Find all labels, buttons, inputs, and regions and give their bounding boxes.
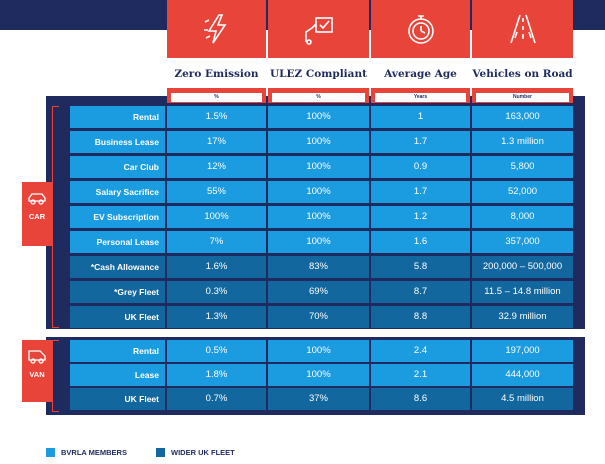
road-icon [472, 12, 573, 48]
vehicles-value: 32.9 million [472, 306, 573, 328]
legend-item-bvrla: BVRLA MEMBERS [46, 448, 127, 457]
zero-emission-value: 17% [167, 131, 266, 153]
van-bracket [52, 340, 59, 412]
zero-emission-value: 0.3% [167, 281, 266, 303]
stopwatch-icon [371, 12, 470, 48]
ulez-value: 37% [268, 388, 369, 410]
zero-emission-value: 1.5% [167, 106, 266, 128]
average-age-value: 1.7 [371, 181, 470, 203]
average-age-value: 1 [371, 106, 470, 128]
column-header-vehicles: Vehicles on Road Number [472, 0, 573, 103]
row-label: UK Fleet [70, 306, 165, 328]
category-label: VAN [29, 370, 45, 379]
average-age-value: 8.8 [371, 306, 470, 328]
average-age-value: 2.1 [371, 364, 470, 386]
zero-emission-value: 55% [167, 181, 266, 203]
row-label: Personal Lease [70, 231, 165, 253]
zero-emission-value: 1.6% [167, 256, 266, 278]
vehicles-value: 4.5 million [472, 388, 573, 410]
section-divider [46, 329, 585, 337]
row-label: EV Subscription [70, 206, 165, 228]
zero-emission-value: 7% [167, 231, 266, 253]
column-unit: Years [375, 93, 466, 102]
ulez-value: 83% [268, 256, 369, 278]
legend-swatch [46, 448, 55, 457]
legend-label: WIDER UK FLEET [171, 448, 235, 457]
vehicles-value: 163,000 [472, 106, 573, 128]
ulez-value: 100% [268, 156, 369, 178]
column-title: Vehicles on Road [472, 68, 573, 80]
car-bracket [52, 106, 59, 328]
average-age-value: 1.7 [371, 131, 470, 153]
column-title: Average Age [384, 68, 457, 80]
vehicles-value: 200,000 – 500,000 [472, 256, 573, 278]
column-unit: % [171, 93, 262, 102]
column-unit: % [272, 93, 365, 102]
row-label: Rental [70, 340, 165, 362]
zero-emission-value: 12% [167, 156, 266, 178]
vehicles-value: 444,000 [472, 364, 573, 386]
average-age-value: 0.9 [371, 156, 470, 178]
zero-emission-value: 1.8% [167, 364, 266, 386]
zero-emission-value: 1.3% [167, 306, 266, 328]
ulez-value: 69% [268, 281, 369, 303]
lightning-icon [167, 12, 266, 48]
row-label: Car Club [70, 156, 165, 178]
vehicles-value: 11.5 – 14.8 million [472, 281, 573, 303]
average-age-value: 8.7 [371, 281, 470, 303]
row-label: *Cash Allowance [70, 256, 165, 278]
ulez-value: 100% [268, 106, 369, 128]
zero-emission-value: 0.7% [167, 388, 266, 410]
column-title: ULEZ Compliant [270, 68, 367, 80]
average-age-value: 1.6 [371, 231, 470, 253]
column-title: Zero Emission [174, 68, 259, 80]
average-age-value: 5.8 [371, 256, 470, 278]
vehicles-value: 52,000 [472, 181, 573, 203]
vehicles-value: 197,000 [472, 340, 573, 362]
ulez-value: 100% [268, 181, 369, 203]
car-icon [28, 193, 46, 205]
category-van: VAN [22, 340, 52, 402]
category-car: CAR [22, 182, 52, 246]
row-label: UK Fleet [70, 388, 165, 410]
ulez-value: 100% [268, 231, 369, 253]
legend-label: BVRLA MEMBERS [61, 448, 127, 457]
column-header-average-age: Average Age Years [371, 0, 470, 103]
row-label: Salary Sacrifice [70, 181, 165, 203]
vehicles-value: 1.3 million [472, 131, 573, 153]
row-label: Rental [70, 106, 165, 128]
legend-swatch [156, 448, 165, 457]
average-age-value: 8.6 [371, 388, 470, 410]
column-header-ulez: ULEZ Compliant % [268, 0, 369, 103]
ulez-value: 100% [268, 131, 369, 153]
ulez-value: 100% [268, 340, 369, 362]
row-label: *Grey Fleet [70, 281, 165, 303]
vehicles-value: 5,800 [472, 156, 573, 178]
average-age-value: 2.4 [371, 340, 470, 362]
ulez-value: 100% [268, 364, 369, 386]
vehicles-value: 8,000 [472, 206, 573, 228]
ulez-value: 70% [268, 306, 369, 328]
column-header-zero-emission: Zero Emission % [167, 0, 266, 103]
ulez-value: 100% [268, 206, 369, 228]
compliance-icon [268, 12, 369, 48]
row-label: Business Lease [70, 131, 165, 153]
category-label: CAR [28, 212, 46, 221]
zero-emission-value: 100% [167, 206, 266, 228]
legend-item-wider-fleet: WIDER UK FLEET [156, 448, 235, 457]
row-label: Lease [70, 364, 165, 386]
van-icon [28, 350, 46, 364]
column-unit: Number [476, 93, 569, 102]
vehicles-value: 357,000 [472, 231, 573, 253]
zero-emission-value: 0.5% [167, 340, 266, 362]
average-age-value: 1.2 [371, 206, 470, 228]
